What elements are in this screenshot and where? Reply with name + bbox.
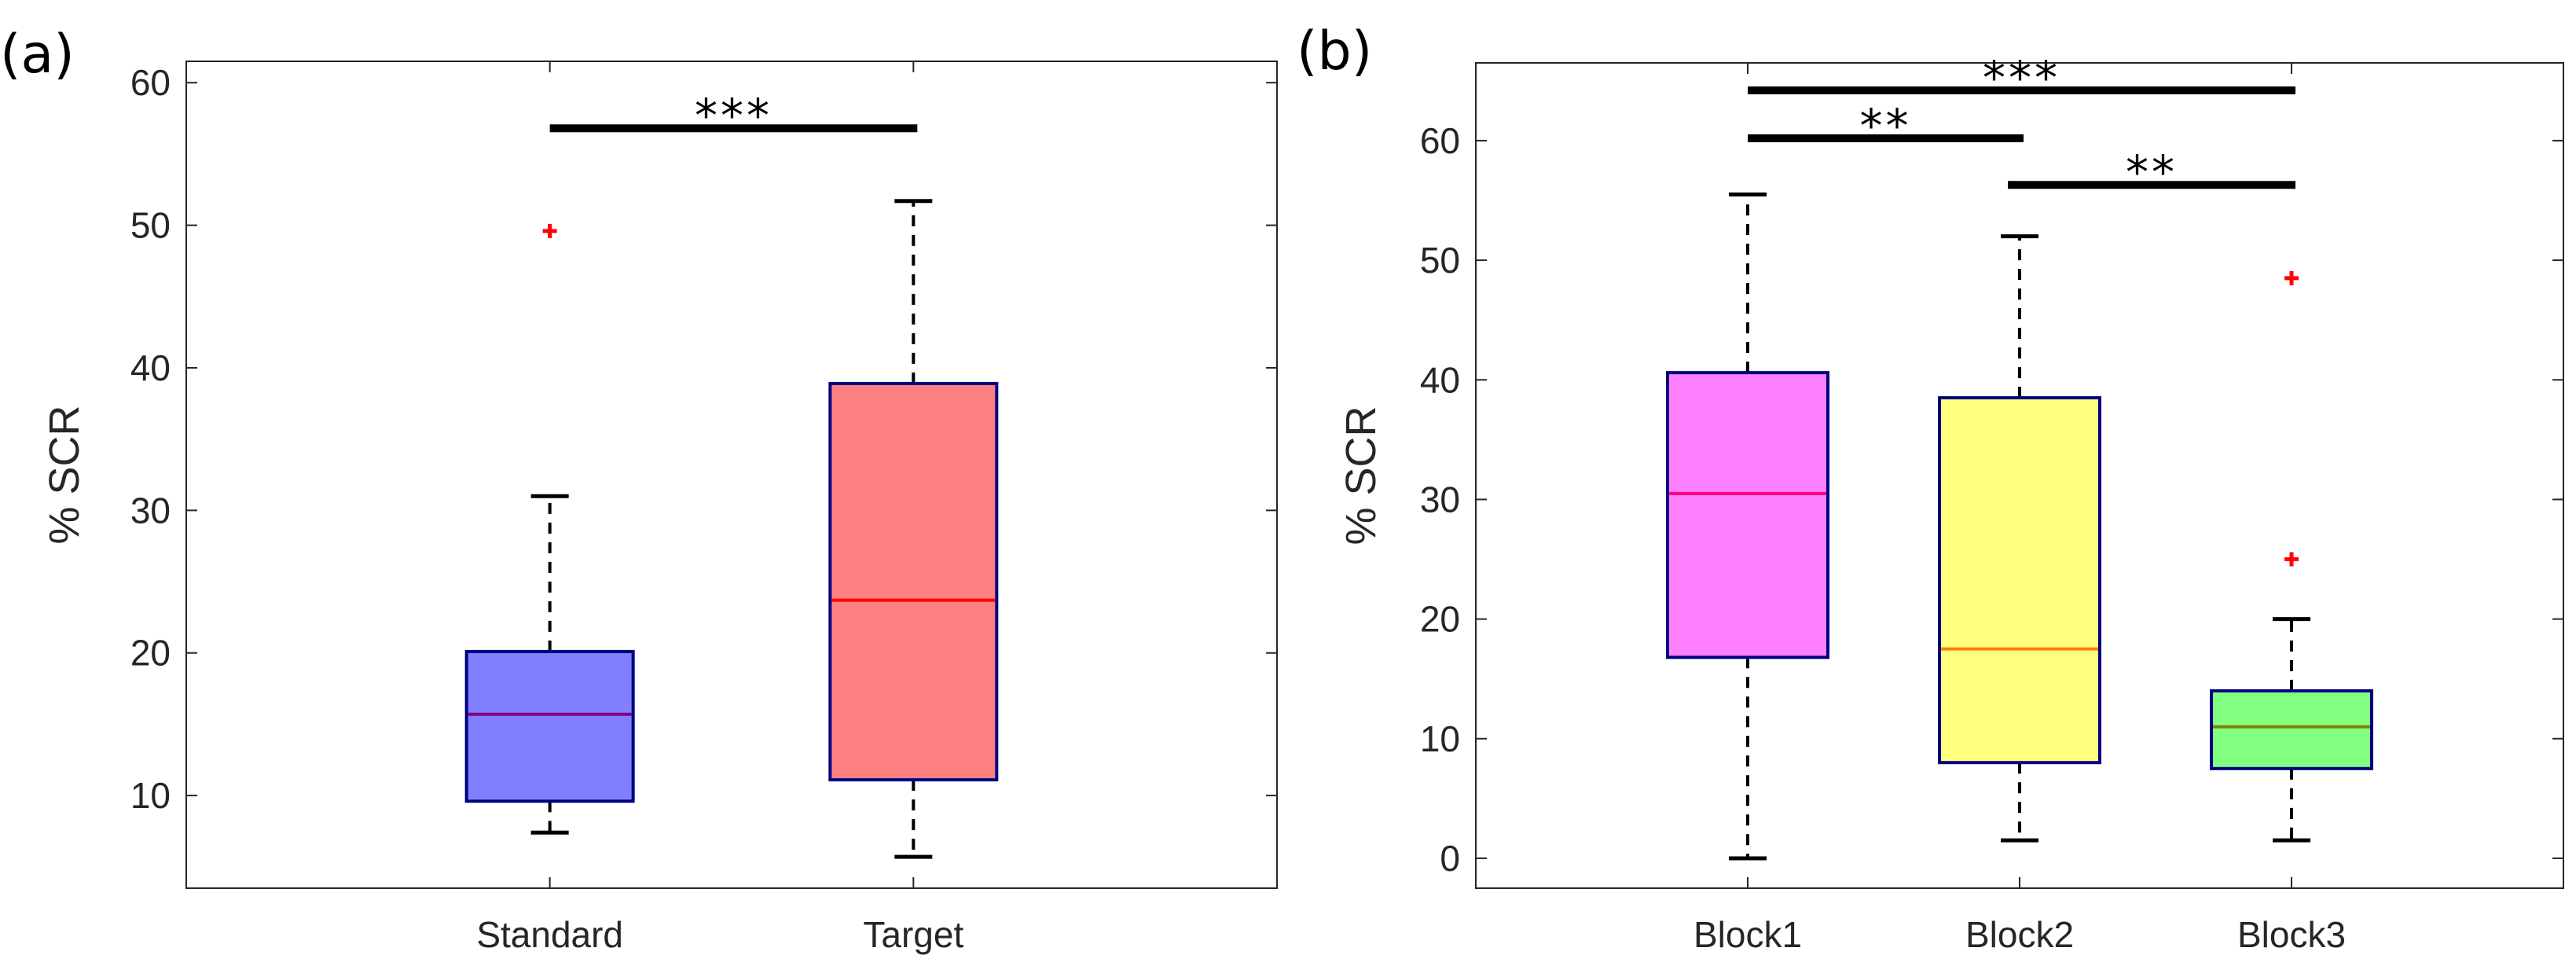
outlier-marker bbox=[542, 223, 557, 238]
y-tick-label: 0 bbox=[1440, 838, 1460, 879]
significance-label: ** bbox=[1860, 99, 1912, 152]
x-tick-label: Block2 bbox=[1965, 914, 2074, 955]
box-block3 bbox=[2210, 270, 2373, 843]
y-tick-label: 30 bbox=[1420, 479, 1460, 520]
y-tick-label: 60 bbox=[1420, 120, 1460, 161]
box-target bbox=[828, 199, 999, 859]
iqr-box bbox=[464, 649, 635, 803]
outlier-marker bbox=[2284, 270, 2299, 285]
x-tick-label: Standard bbox=[476, 914, 623, 955]
iqr-box bbox=[828, 381, 999, 782]
chart-panel-b: (b) 0 10 20 30 40 50 60 Block1 Block2 Block3 % SCR *… bbox=[1297, 20, 2564, 955]
y-tick-label: 20 bbox=[1420, 599, 1460, 640]
y-axis-label: % SCR bbox=[41, 405, 88, 544]
y-tick-label: 30 bbox=[130, 490, 171, 531]
y-axis-label: % SCR bbox=[1338, 406, 1385, 545]
y-tick-label: 20 bbox=[130, 633, 171, 674]
x-tick-label: Block3 bbox=[2237, 914, 2346, 955]
x-tick-label: Target bbox=[863, 914, 963, 955]
x-tick-label: Block1 bbox=[1693, 914, 1802, 955]
y-tick-label: 10 bbox=[130, 775, 171, 816]
y-tick-label: 40 bbox=[130, 347, 171, 388]
box-block1 bbox=[1666, 192, 1829, 861]
significance-label: ** bbox=[2126, 145, 2178, 199]
y-tick-label: 60 bbox=[130, 62, 171, 103]
chart-panel-a: (a) 10 20 30 40 50 60 Standard Target % SCR *** bbox=[0, 24, 1278, 955]
y-tick-label: 40 bbox=[1420, 359, 1460, 400]
y-tick-label: 10 bbox=[1420, 718, 1460, 759]
significance-label: *** bbox=[695, 89, 772, 142]
box-block2 bbox=[1938, 234, 2101, 843]
y-tick-label: 50 bbox=[1420, 240, 1460, 281]
outlier-marker bbox=[2284, 552, 2299, 567]
panel-label: (a) bbox=[0, 24, 75, 86]
panel-label: (b) bbox=[1297, 20, 1372, 83]
plot-area bbox=[185, 61, 1278, 889]
significance-label: *** bbox=[1983, 51, 2060, 105]
box-standard bbox=[464, 223, 635, 835]
iqr-box bbox=[1666, 371, 1829, 659]
y-tick-label: 50 bbox=[130, 205, 171, 246]
iqr-box bbox=[2210, 689, 2373, 770]
iqr-box bbox=[1938, 396, 2101, 765]
